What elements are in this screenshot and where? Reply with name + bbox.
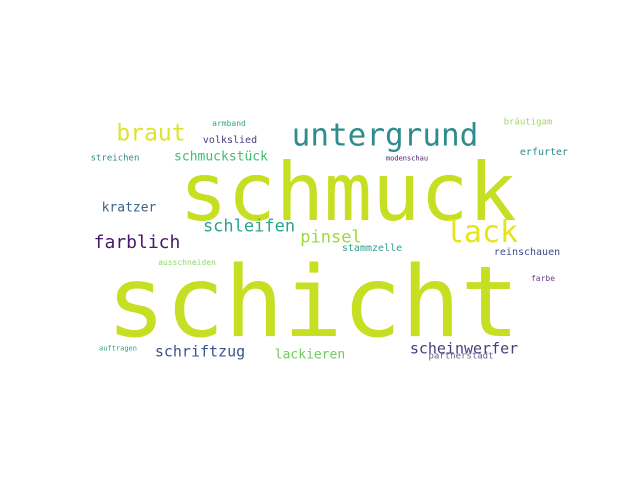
word-schmuckstueck: schmuckstück: [174, 149, 268, 165]
word-stammzelle: stammzelle: [341, 243, 403, 254]
word-schmuck: schmuck: [179, 146, 517, 239]
word-scheinwerfer: scheinwerfer: [409, 339, 519, 358]
word-volkslied: volkslied: [202, 135, 258, 146]
word-cloud: schicht schmuck untergrund lack braut fa…: [80, 109, 568, 371]
word-auftragen: auftragen: [99, 344, 137, 353]
word-modenschau: modenschau: [385, 154, 429, 163]
word-schleifen: schleifen: [202, 216, 296, 237]
word-lack: lack: [445, 215, 519, 250]
word-schriftzug: schriftzug: [154, 342, 246, 361]
word-lackieren: lackieren: [274, 347, 346, 363]
word-farblich: farblich: [93, 232, 181, 253]
word-kratzer: kratzer: [101, 200, 157, 216]
word-braeutigam: bräutigam: [503, 117, 553, 128]
word-reinschauen: reinschauen: [493, 247, 561, 258]
word-schicht: schicht: [106, 246, 520, 360]
word-armband: armband: [212, 119, 246, 128]
word-untergrund: untergrund: [291, 117, 479, 154]
word-streichen: streichen: [90, 153, 140, 164]
word-partnerstadt: partnerstadt: [428, 351, 494, 362]
word-erfurter: erfurter: [519, 147, 569, 158]
word-pinsel: pinsel: [300, 227, 362, 248]
word-braut: braut: [116, 120, 186, 147]
word-farbe: farbe: [530, 274, 556, 283]
word-ausschneiden: ausschneiden: [158, 258, 216, 267]
